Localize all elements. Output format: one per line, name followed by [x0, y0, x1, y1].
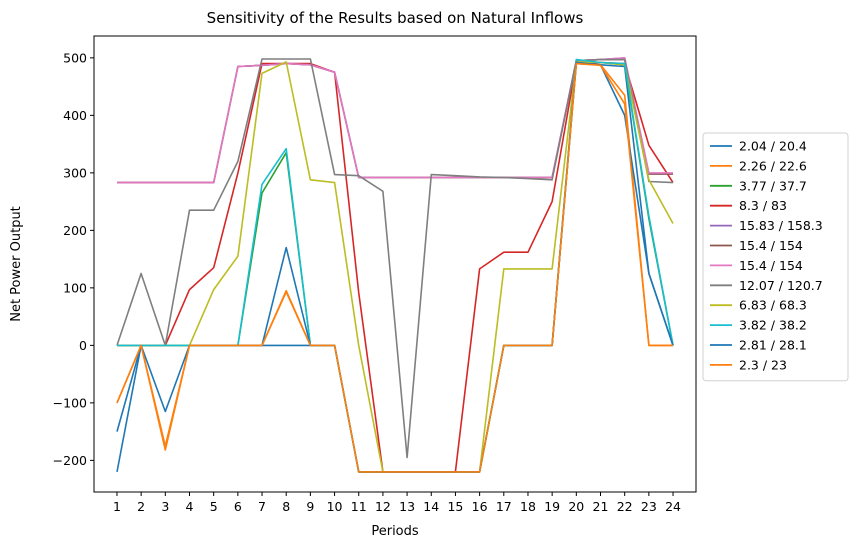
- y-tick-label: −100: [53, 395, 87, 410]
- x-tick-label: 17: [496, 499, 512, 514]
- x-tick-label: 5: [210, 499, 218, 514]
- legend-label: 6.83 / 68.3: [739, 298, 807, 313]
- legend-label: 15.4 / 154: [739, 258, 803, 273]
- legend-label: 2.3 / 23: [739, 357, 787, 372]
- x-tick-label: 15: [447, 499, 463, 514]
- x-tick-label: 16: [472, 499, 488, 514]
- y-tick-label: 0: [79, 338, 87, 353]
- x-tick-label: 10: [327, 499, 343, 514]
- x-tick-label: 19: [544, 499, 560, 514]
- legend-label: 15.4 / 154: [739, 238, 803, 253]
- x-tick-label: 1: [113, 499, 121, 514]
- legend: 2.04 / 20.4 2.26 / 22.6 3.77 / 37.7 8.3 / 8…: [702, 132, 849, 382]
- plot-lines: [116, 57, 674, 473]
- chart-title: Sensitivity of the Results based on Natu…: [207, 9, 584, 27]
- legend-label: 3.77 / 37.7: [739, 178, 807, 193]
- legend-label: 15.83 / 158.3: [739, 218, 823, 233]
- x-tick-label: 4: [186, 499, 194, 514]
- legend-box: [702, 132, 849, 382]
- x-tick-label: 18: [520, 499, 536, 514]
- y-tick-label: 300: [63, 165, 87, 180]
- x-tick-label: 7: [258, 499, 266, 514]
- x-tick-label: 20: [568, 499, 584, 514]
- x-tick-label: 2: [137, 499, 145, 514]
- x-axis: 1 2 3 4 5 6 7 8 9 10 11 12 13 14 15 16 17 18 19 20 21 22 23 24: [113, 492, 681, 514]
- legend-label: 12.07 / 120.7: [739, 278, 823, 293]
- x-tick-label: 8: [282, 499, 290, 514]
- x-tick-label: 14: [423, 499, 439, 514]
- x-tick-label: 6: [234, 499, 242, 514]
- y-tick-label: 500: [63, 50, 87, 65]
- plot-frame: [93, 35, 697, 493]
- x-axis-title: Periods: [371, 524, 419, 539]
- y-tick-label: −200: [53, 453, 87, 468]
- series-line: [116, 62, 673, 473]
- legend-label: 2.81 / 28.1: [739, 338, 807, 353]
- y-tick-label: 200: [63, 223, 87, 238]
- y-axis: −200 −100 0 100 200 300 400 500: [53, 50, 94, 468]
- legend-label: 2.04 / 20.4: [739, 139, 807, 154]
- y-axis-title: Net Power Output: [9, 206, 24, 322]
- x-tick-label: 3: [161, 499, 169, 514]
- y-tick-label: 400: [63, 108, 87, 123]
- x-tick-label: 12: [375, 499, 391, 514]
- legend-label: 3.82 / 38.2: [739, 318, 807, 333]
- x-tick-label: 22: [617, 499, 633, 514]
- legend-label: 2.26 / 22.6: [739, 158, 807, 173]
- x-tick-label: 13: [399, 499, 415, 514]
- legend-label: 8.3 / 83: [739, 198, 787, 213]
- x-tick-label: 23: [641, 499, 657, 514]
- x-tick-label: 9: [306, 499, 314, 514]
- x-tick-label: 11: [351, 499, 367, 514]
- y-tick-label: 100: [63, 280, 87, 295]
- x-tick-label: 24: [665, 499, 681, 514]
- x-tick-label: 21: [593, 499, 609, 514]
